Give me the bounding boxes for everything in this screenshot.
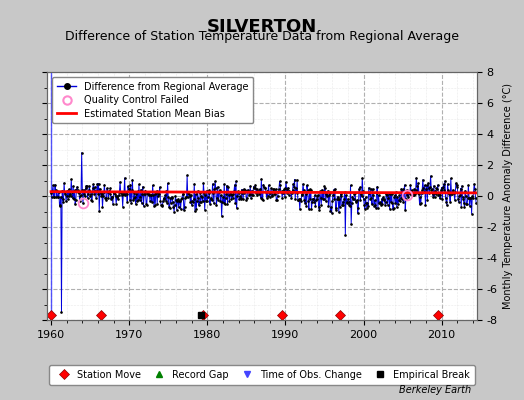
Legend: Station Move, Record Gap, Time of Obs. Change, Empirical Break: Station Move, Record Gap, Time of Obs. C…: [49, 365, 475, 384]
Text: SILVERTON: SILVERTON: [207, 18, 317, 36]
Text: Difference of Station Temperature Data from Regional Average: Difference of Station Temperature Data f…: [65, 30, 459, 43]
Text: Berkeley Earth: Berkeley Earth: [399, 385, 472, 395]
Y-axis label: Monthly Temperature Anomaly Difference (°C): Monthly Temperature Anomaly Difference (…: [503, 83, 513, 309]
